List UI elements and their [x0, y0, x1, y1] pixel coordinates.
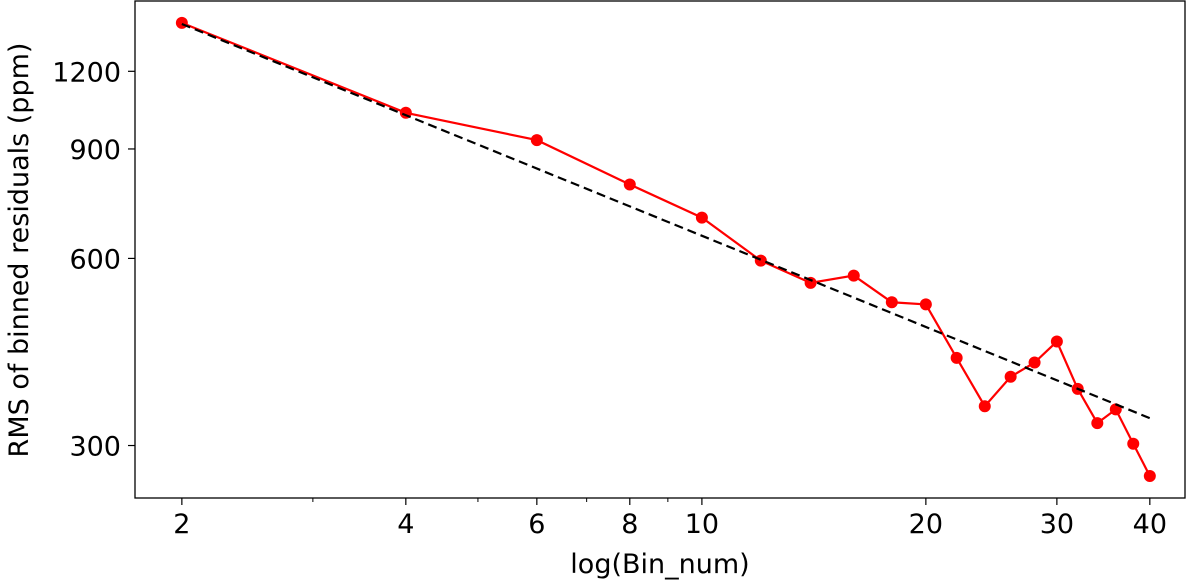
fit-line [181, 22, 1151, 420]
y-axis: 300 600 900 1200 [52, 57, 135, 463]
plot-frame [134, 0, 1186, 499]
x-axis-label: log(Bin_num) [570, 549, 749, 580]
rms-point [1127, 437, 1140, 450]
rms-point [978, 400, 991, 413]
x-tick-label: 40 [1133, 509, 1167, 540]
y-tick-label: 300 [69, 432, 121, 463]
rms-point [1143, 469, 1156, 482]
rms-point [695, 211, 708, 224]
y-tick-label: 1200 [52, 57, 121, 88]
rms-point [919, 298, 932, 311]
x-tick-label: 4 [397, 509, 414, 540]
rms-line [181, 21, 1151, 477]
rms-point [1028, 356, 1041, 369]
x-tick-label: 6 [528, 509, 545, 540]
rms-point [885, 296, 898, 309]
x-axis: 2 4 6 8 10 20 30 40 [173, 498, 1167, 540]
rms-point [1050, 335, 1063, 348]
rms-point [1004, 370, 1017, 383]
rms-point [1091, 417, 1104, 430]
y-tick-label: 900 [69, 135, 121, 166]
rms-point [623, 178, 636, 191]
rms-point [175, 16, 188, 29]
x-tick-label: 30 [1040, 509, 1074, 540]
rms-point [754, 254, 767, 267]
y-tick-label: 600 [69, 244, 121, 275]
x-tick-label: 20 [909, 509, 943, 540]
rms-point [847, 269, 860, 282]
series-layer [175, 16, 1156, 482]
rms-point [950, 351, 963, 364]
y-axis-label: RMS of binned residuals (ppm) [4, 43, 35, 458]
rms-point [530, 134, 543, 147]
x-tick-label: 8 [621, 509, 638, 540]
x-tick-label: 2 [173, 509, 190, 540]
x-tick-label: 10 [685, 509, 719, 540]
